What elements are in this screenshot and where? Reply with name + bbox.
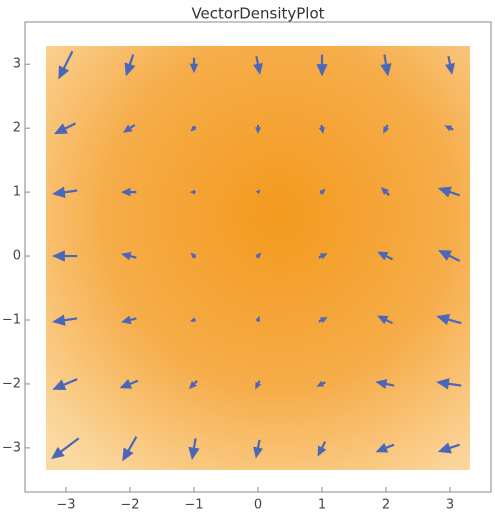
arrow: [253, 439, 263, 459]
arrow: [190, 125, 197, 132]
arrow: [51, 437, 80, 460]
arrow: [189, 189, 196, 195]
arrow: [255, 380, 262, 390]
arrow: [317, 440, 327, 457]
arrow: [380, 54, 392, 77]
arrow: [438, 250, 461, 262]
arrow: [253, 55, 263, 75]
y-tick-label: −1: [2, 312, 21, 327]
arrow: [52, 250, 78, 262]
arrow: [120, 315, 137, 325]
arrow: [189, 57, 199, 74]
arrow: [319, 188, 326, 195]
arrow: [436, 314, 462, 326]
arrow: [188, 379, 198, 390]
arrow: [318, 124, 325, 134]
arrow: [437, 442, 460, 454]
arrow: [255, 189, 261, 195]
x-tick-label: 2: [382, 498, 390, 513]
arrow: [375, 379, 395, 389]
arrow: [316, 54, 328, 77]
arrow: [122, 124, 136, 133]
arrow: [377, 315, 393, 325]
arrow: [52, 314, 78, 326]
arrow: [383, 124, 390, 134]
arrow: [444, 125, 454, 132]
x-tick-label: 0: [254, 498, 262, 513]
arrow: [52, 378, 78, 391]
y-tick-label: −2: [2, 376, 21, 391]
arrow: [120, 187, 137, 197]
y-tick-label: −3: [2, 440, 21, 455]
arrow: [58, 50, 74, 80]
y-tick-label: 3: [13, 57, 21, 72]
x-tick-label: 3: [446, 498, 454, 513]
arrow: [120, 251, 137, 261]
arrow: [436, 378, 462, 390]
x-tick-label: 1: [318, 498, 326, 513]
chart-title: VectorDensityPlot: [191, 5, 324, 23]
arrow: [445, 55, 455, 75]
y-tick-label: 2: [13, 121, 21, 136]
arrow: [380, 186, 391, 197]
arrow: [318, 317, 328, 324]
arrow: [190, 252, 197, 259]
arrow: [377, 251, 393, 261]
arrow: [119, 379, 139, 389]
arrow: [437, 186, 460, 198]
arrow: [52, 186, 78, 198]
x-tick-label: −1: [184, 498, 203, 513]
arrow: [255, 252, 262, 259]
y-tick-label: 0: [13, 249, 21, 264]
density: [46, 46, 470, 470]
arrow: [255, 315, 260, 322]
arrow: [188, 438, 200, 461]
arrow: [122, 436, 138, 462]
y-tick-label: 1: [13, 185, 21, 200]
arrow: [53, 122, 77, 135]
arrow: [124, 54, 136, 77]
x-tick-label: −3: [56, 498, 75, 513]
arrow: [255, 124, 261, 135]
arrow: [189, 317, 196, 322]
arrow: [375, 442, 395, 453]
x-tick-label: −2: [120, 498, 139, 513]
arrow: [316, 380, 326, 387]
arrow: [318, 253, 328, 260]
